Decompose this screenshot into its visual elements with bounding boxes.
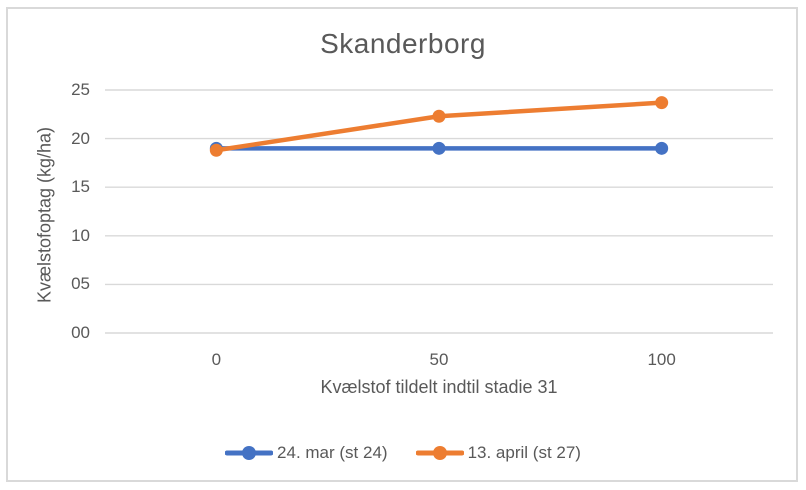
legend-swatch-circle [242, 446, 257, 460]
x-tick-label: 100 [647, 350, 676, 369]
chart-frame [6, 7, 798, 482]
series-marker-1 [432, 109, 446, 123]
chart-title: Skanderborg [320, 28, 486, 59]
x-axis-title: Kvælstof tildelt indtil stadie 31 [320, 377, 558, 397]
legend-item: 13. april (st 27) [415, 443, 581, 463]
legend-line-marker-icon [415, 446, 464, 460]
legend-line-marker-icon [225, 446, 274, 460]
series-marker-0 [432, 141, 446, 155]
legend-label: 24. mar (st 24) [277, 443, 388, 462]
series-marker-1 [655, 96, 669, 110]
y-tick-label: 05 [71, 274, 90, 294]
legend-label: 13. april (st 27) [467, 443, 581, 462]
series-marker-1 [209, 143, 223, 157]
y-tick-label: 20 [71, 128, 90, 148]
legend-swatch-circle [432, 446, 447, 460]
y-tick-label: 00 [71, 323, 90, 342]
legend-item: 24. mar (st 24) [225, 443, 388, 463]
x-tick-label: 0 [211, 350, 222, 369]
y-tick-label: 25 [71, 80, 90, 99]
legend: 24. mar (st 24) 13. april (st 27) [0, 443, 806, 463]
y-tick-label: 15 [71, 177, 90, 197]
y-axis-title: Kvælstofoptag (kg/ha) [34, 126, 55, 304]
y-tick-label: 10 [71, 225, 90, 245]
series-marker-0 [655, 141, 669, 155]
x-tick-label: 50 [429, 350, 449, 369]
